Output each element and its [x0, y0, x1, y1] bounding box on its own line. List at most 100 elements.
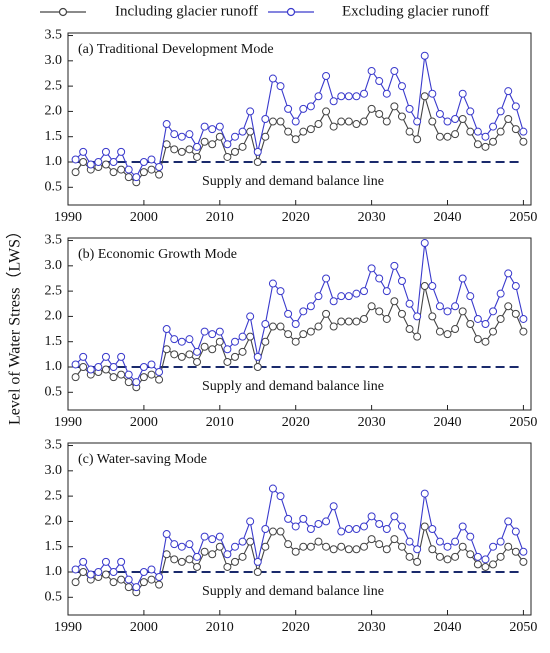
data-point	[375, 519, 384, 528]
data-point	[481, 555, 490, 564]
y-tick-label: 2.0	[45, 309, 63, 324]
data-point	[193, 142, 202, 151]
data-point	[177, 542, 186, 551]
data-point	[344, 92, 353, 101]
y-tick-label: 2.5	[45, 488, 63, 503]
data-point	[162, 345, 171, 354]
data-point	[208, 535, 217, 544]
data-point	[246, 332, 255, 341]
y-tick-label: 1.0	[45, 359, 63, 374]
data-point	[360, 287, 369, 296]
data-point	[504, 87, 513, 96]
data-point	[451, 537, 460, 546]
data-point	[504, 517, 513, 526]
x-tick-label: 2010	[206, 620, 234, 635]
data-point	[519, 327, 528, 336]
data-point	[405, 104, 414, 113]
data-point	[458, 274, 467, 283]
data-point	[306, 327, 315, 336]
data-point	[344, 545, 353, 554]
x-tick-label: 2040	[434, 415, 462, 430]
data-point	[155, 163, 164, 172]
data-point	[306, 542, 315, 551]
data-point	[382, 89, 391, 98]
data-point	[511, 527, 520, 536]
data-point	[177, 557, 186, 566]
data-point	[94, 158, 103, 166]
data-point	[519, 137, 528, 146]
data-point	[86, 365, 95, 374]
panel-title: (c) Water-saving Mode	[78, 452, 207, 467]
data-point	[230, 132, 239, 141]
data-point	[299, 104, 308, 113]
data-point	[230, 542, 239, 551]
data-point	[496, 289, 505, 298]
x-tick-label: 2000	[130, 620, 158, 635]
data-point	[390, 102, 399, 111]
data-point	[261, 132, 270, 141]
data-point	[306, 102, 315, 111]
data-point	[147, 165, 156, 174]
data-point	[451, 302, 460, 311]
data-point	[466, 107, 475, 116]
data-point	[375, 109, 384, 118]
data-point	[215, 132, 224, 141]
reference-label: Supply and demand balance line	[202, 379, 384, 394]
y-tick-label: 1.5	[45, 334, 63, 349]
data-point	[435, 537, 444, 546]
data-point	[314, 322, 323, 331]
plot-frame	[67, 442, 532, 616]
data-point	[382, 117, 391, 126]
data-point	[276, 322, 285, 331]
data-point	[481, 142, 490, 151]
plot-frame	[67, 32, 532, 206]
data-point	[101, 365, 110, 374]
data-point	[352, 317, 361, 326]
reference-label: Supply and demand balance line	[202, 584, 384, 599]
data-point	[344, 317, 353, 326]
data-point	[147, 565, 156, 574]
data-point	[504, 115, 513, 123]
data-point	[79, 568, 88, 576]
data-point	[473, 560, 482, 569]
data-point	[71, 168, 80, 177]
data-point	[162, 140, 171, 149]
data-point	[238, 552, 247, 561]
data-point	[496, 127, 505, 136]
data-point	[71, 565, 80, 574]
data-point	[352, 525, 361, 533]
data-point	[155, 368, 164, 377]
data-point	[413, 545, 422, 554]
legend-label: Including glacier runoff	[115, 3, 258, 19]
y-tick-label: 3.0	[45, 463, 63, 478]
data-point	[314, 120, 323, 129]
data-point	[208, 330, 217, 339]
data-point	[322, 517, 331, 526]
data-point	[458, 522, 467, 531]
data-point	[397, 277, 406, 285]
data-point	[71, 360, 80, 369]
data-point	[481, 562, 490, 571]
data-point	[268, 527, 277, 536]
data-point	[117, 370, 126, 379]
x-tick-label: 2000	[130, 210, 158, 225]
data-point	[375, 77, 384, 86]
data-point	[352, 92, 361, 101]
series-line	[75, 242, 524, 384]
y-tick-label: 2.5	[45, 283, 63, 298]
data-point	[435, 109, 444, 118]
x-tick-label: 2010	[206, 415, 234, 430]
data-point	[71, 578, 80, 587]
x-tick-label: 2020	[282, 620, 310, 635]
y-tick-label: 2.0	[45, 514, 63, 529]
data-point	[284, 540, 293, 549]
data-point	[238, 332, 247, 341]
data-point	[223, 152, 232, 161]
data-point	[147, 360, 156, 369]
data-point	[185, 350, 194, 359]
data-point	[193, 357, 202, 366]
x-tick-label: 2040	[434, 210, 462, 225]
data-point	[170, 350, 179, 359]
data-point	[329, 297, 338, 306]
data-point	[230, 352, 239, 361]
